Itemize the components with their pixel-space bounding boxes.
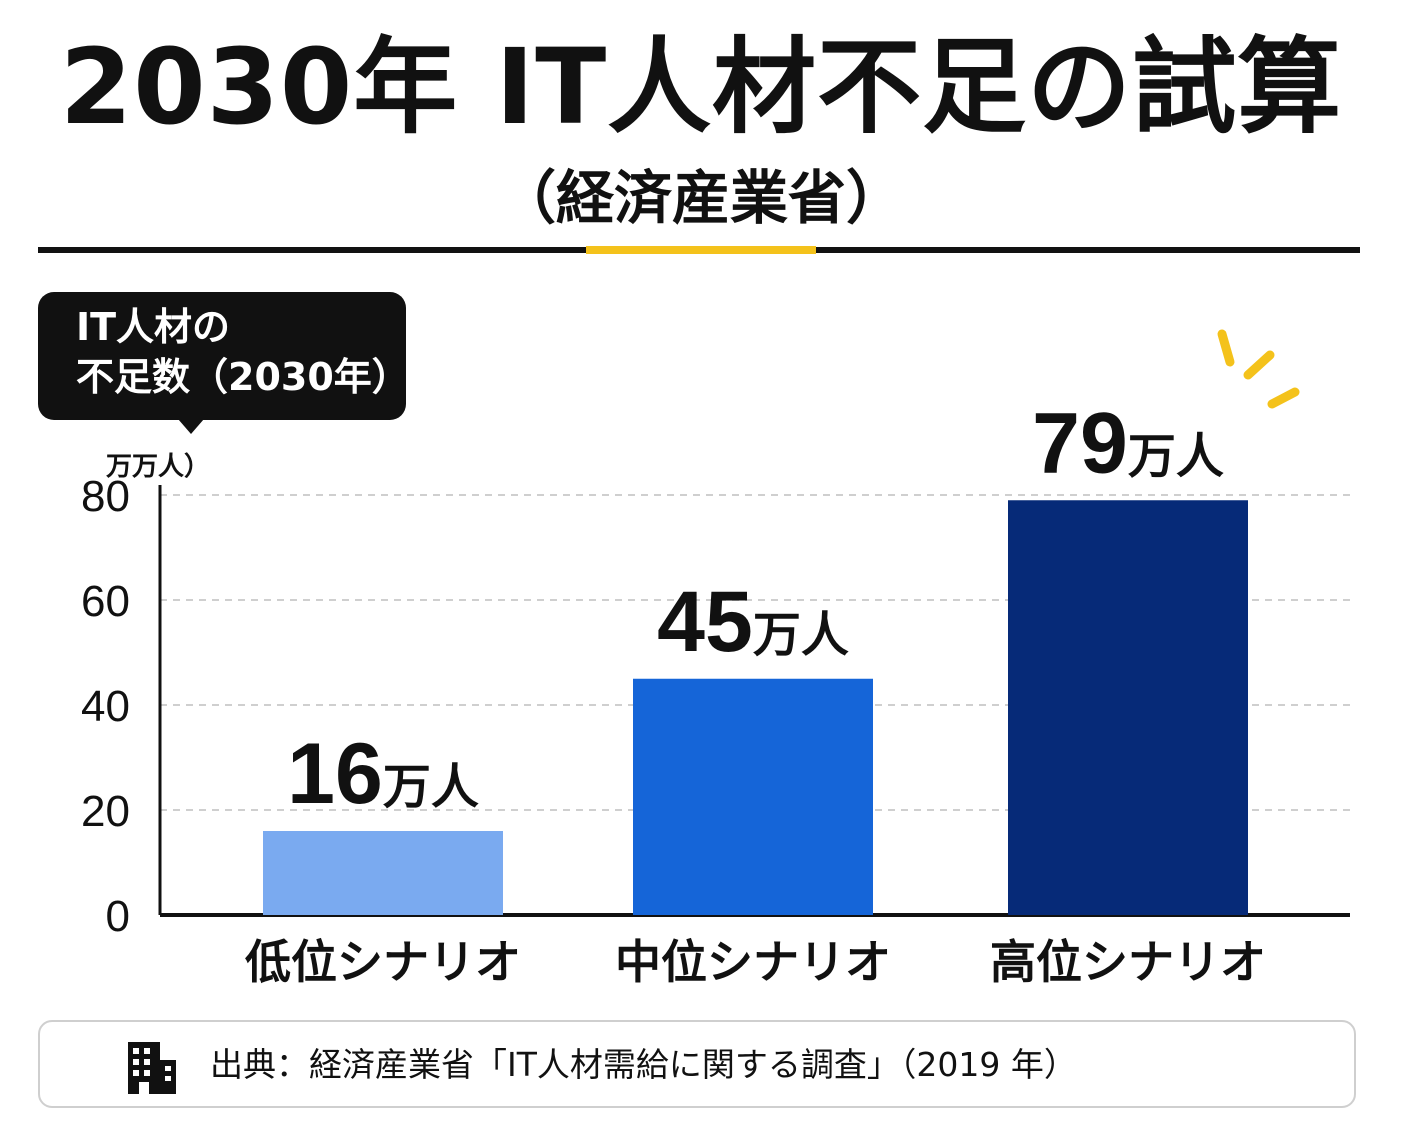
x-category-label: 中位シナリオ (615, 936, 891, 988)
data-label: 16万人 (287, 726, 479, 822)
bar (1008, 500, 1248, 915)
data-label: 79万人 (1032, 395, 1224, 491)
data-label: 45万人 (657, 574, 849, 670)
y-tick-label: 0 (106, 892, 130, 941)
data-label-value: 45 (657, 574, 753, 670)
y-tick-label: 40 (81, 682, 130, 731)
building-icon (128, 1042, 176, 1094)
sparkle-ray-2 (1243, 350, 1275, 380)
header-rule-accent (586, 246, 816, 254)
x-category-label: 低位シナリオ (245, 936, 521, 988)
x-category-label: 高位シナリオ (990, 936, 1266, 988)
bar (633, 678, 873, 915)
callout-line-2: 不足数（2030年） (76, 355, 410, 399)
callout-line-1: IT人材の (76, 305, 231, 349)
y-tick-label: 60 (81, 577, 130, 626)
data-label-unit: 万人 (1128, 430, 1224, 483)
source-note: 出典：経済産業省「IT人材需給に関する調査」（2019 年） (210, 1045, 1077, 1084)
callout-box: IT人材の 不足数（2030年） (38, 292, 410, 434)
y-tick-label: 80 (81, 472, 130, 521)
y-axis-unit-label: 万万人） (106, 452, 211, 482)
bar (263, 831, 503, 915)
data-label-value: 79 (1032, 395, 1128, 491)
data-label-unit: 万人 (753, 609, 849, 662)
source-box: 出典：経済産業省「IT人材需給に関する調査」（2019 年） (38, 1020, 1356, 1108)
sparkle-icon (1217, 329, 1300, 409)
data-label-unit: 万人 (383, 761, 479, 814)
chart-title: 2030年 IT人材不足の試算 (59, 26, 1343, 148)
sparkle-ray-3 (1267, 387, 1300, 409)
data-label-value: 16 (287, 726, 383, 822)
y-tick-label: 20 (81, 787, 130, 836)
chart-subtitle: （経済産業省） (497, 164, 904, 232)
sparkle-ray-1 (1217, 329, 1235, 367)
